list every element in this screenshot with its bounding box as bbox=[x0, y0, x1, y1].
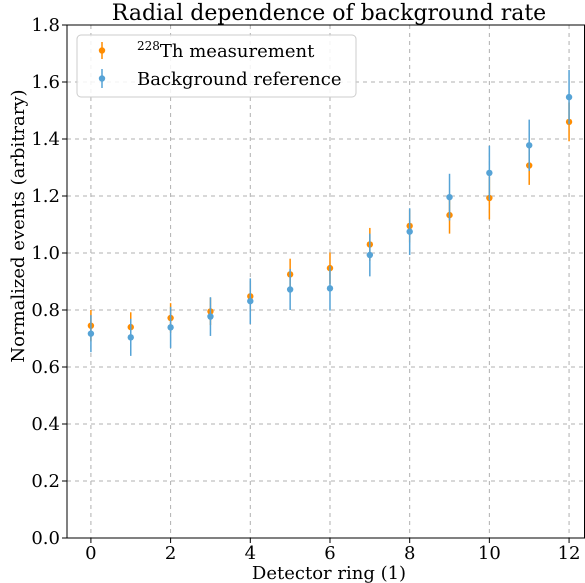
point-background bbox=[247, 297, 254, 305]
point-background bbox=[87, 330, 95, 337]
y-tick-label: 1.0 bbox=[31, 243, 60, 264]
y-tick-label: 0.8 bbox=[31, 300, 60, 321]
x-tick-label: 10 bbox=[478, 543, 501, 564]
point-background bbox=[565, 93, 573, 101]
x-tick-label: 6 bbox=[324, 543, 335, 564]
y-tick-label: 1.4 bbox=[31, 129, 60, 150]
data-points bbox=[87, 70, 573, 356]
legend-frame bbox=[76, 34, 357, 98]
point-background bbox=[286, 286, 294, 293]
point-background bbox=[486, 169, 493, 177]
legend-item-background: Background reference bbox=[98, 69, 342, 90]
y-tick-label: 1.8 bbox=[31, 15, 60, 36]
y-axis-label: Normalized events (arbitrary) bbox=[8, 89, 29, 362]
x-tick-label: 0 bbox=[85, 543, 96, 564]
point-background bbox=[446, 193, 453, 201]
grid-lines bbox=[67, 24, 585, 539]
plot-frame bbox=[66, 24, 585, 539]
y-tick-label: 1.2 bbox=[31, 186, 60, 207]
point-background bbox=[167, 324, 174, 331]
x-tick-label: 4 bbox=[245, 543, 256, 564]
y-tick-label: 0.6 bbox=[31, 357, 60, 378]
y-tick-label: 0.4 bbox=[31, 414, 60, 435]
x-axis-ticks: 0 2 4 6 8 10 12 bbox=[85, 538, 581, 564]
legend-label-th-text: Th measurement bbox=[160, 41, 315, 62]
y-tick-label: 1.6 bbox=[31, 72, 60, 93]
point-background bbox=[127, 334, 134, 341]
x-tick-label: 8 bbox=[404, 543, 415, 564]
point-background bbox=[406, 228, 413, 235]
legend-marker-background bbox=[98, 75, 106, 82]
point-background bbox=[326, 285, 334, 292]
x-axis-label: Detector ring (1) bbox=[252, 563, 406, 583]
point-background bbox=[207, 313, 214, 320]
y-axis-ticks: 0.0 0.2 0.4 0.6 0.8 1.0 1.2 1.4 1.6 1.8 bbox=[31, 15, 67, 549]
x-tick-label: 2 bbox=[165, 543, 176, 564]
chart-title: Radial dependence of background rate bbox=[112, 1, 546, 26]
y-tick-label: 0.0 bbox=[31, 528, 60, 549]
legend-item-th: 228Th measurement bbox=[98, 39, 315, 62]
y-tick-label: 0.2 bbox=[31, 471, 60, 492]
point-background bbox=[366, 251, 374, 259]
x-tick-label: 12 bbox=[558, 543, 581, 564]
legend-label-th: 228Th measurement bbox=[137, 39, 315, 62]
legend-marker-th bbox=[98, 47, 106, 54]
legend-label-background: Background reference bbox=[137, 69, 342, 90]
legend: 228Th measurement Background reference bbox=[76, 34, 357, 98]
legend-label-th-superscript: 228 bbox=[137, 39, 160, 53]
point-background bbox=[526, 142, 533, 149]
